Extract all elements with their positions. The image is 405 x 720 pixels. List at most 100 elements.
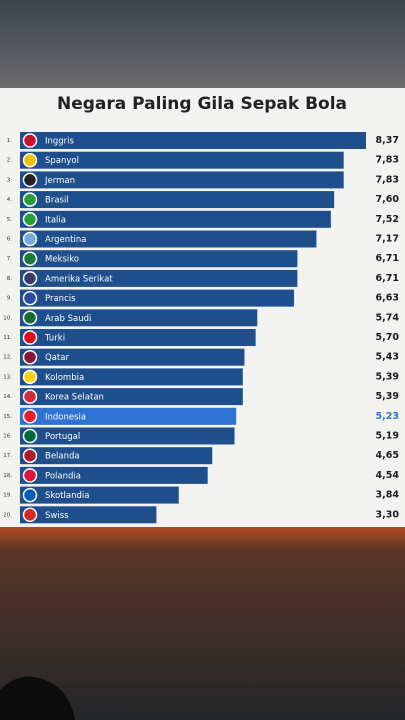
rank-label: 3. <box>7 177 12 183</box>
bar <box>20 210 331 228</box>
flag-icon <box>22 251 38 266</box>
bar <box>20 269 298 287</box>
rank-label: 20. <box>3 512 12 518</box>
rank-label: 12. <box>3 355 12 361</box>
rank-label: 8. <box>7 276 12 282</box>
bar <box>20 171 344 189</box>
category-label: Polandia <box>45 471 81 481</box>
category-label: Amerika Serikat <box>45 274 113 284</box>
category-label: Spanyol <box>45 156 79 166</box>
rank-label: 6. <box>7 237 12 243</box>
value-label: 4,54 <box>376 470 400 481</box>
bar <box>20 466 208 484</box>
rank-label: 2. <box>7 158 12 164</box>
value-label: 7,52 <box>376 214 399 225</box>
rank-label: 4. <box>7 197 12 203</box>
bar <box>20 329 256 346</box>
rank-label: 17. <box>3 453 12 459</box>
bar <box>20 506 157 524</box>
category-label: Indonesia <box>45 412 86 422</box>
value-label: 5,39 <box>376 391 399 402</box>
category-label: Turki <box>44 334 65 344</box>
value-label: 6,71 <box>376 253 399 264</box>
flag-icon <box>22 487 38 503</box>
flag-icon <box>22 369 38 385</box>
value-label: 7,83 <box>376 155 399 166</box>
category-label: Brasil <box>45 196 69 206</box>
bar <box>20 250 298 268</box>
value-label: 5,19 <box>376 431 399 442</box>
category-label: Qatar <box>45 353 69 363</box>
value-label: 4,65 <box>376 450 399 461</box>
category-label: Prancis <box>45 294 76 304</box>
value-label: 7,17 <box>376 234 399 245</box>
sky-background <box>0 0 405 88</box>
rank-label: 16. <box>3 434 12 440</box>
flag-icon <box>22 507 38 523</box>
flag-icon <box>22 152 38 168</box>
sea-background <box>0 527 405 720</box>
flag-icon <box>22 448 38 463</box>
value-label: 5,23 <box>376 411 399 422</box>
foliage <box>0 676 75 720</box>
bar <box>20 309 258 327</box>
category-label: Swiss <box>45 511 69 521</box>
flag-icon <box>22 468 38 483</box>
category-label: Portugal <box>45 432 80 442</box>
flag-icon <box>22 389 38 404</box>
flag-icon <box>22 133 38 148</box>
category-label: Italia <box>45 215 66 225</box>
rank-label: 14. <box>3 394 12 400</box>
value-label: 8,37 <box>376 135 399 146</box>
flag-icon <box>22 349 38 365</box>
flag-icon <box>22 172 38 188</box>
rank-label: 5. <box>7 217 12 223</box>
bar <box>20 407 237 425</box>
value-label: 3,84 <box>376 490 400 501</box>
value-label: 7,60 <box>376 194 400 205</box>
flag-icon <box>22 409 38 424</box>
flag-icon <box>22 310 38 326</box>
category-label: Skotlandia <box>45 491 89 501</box>
flag-icon <box>22 290 38 306</box>
value-label: 6,63 <box>376 293 399 304</box>
chart-title: Negara Paling Gila Sepak Bola <box>57 94 347 114</box>
value-label: 5,39 <box>376 371 399 382</box>
bar <box>20 486 179 504</box>
value-label: 5,43 <box>376 352 399 363</box>
category-label: Meksiko <box>45 255 79 265</box>
value-label: 5,70 <box>376 332 400 343</box>
category-label: Belanda <box>45 452 80 462</box>
rank-label: 11. <box>3 335 12 341</box>
value-label: 7,83 <box>376 174 399 185</box>
flag-icon <box>22 330 38 345</box>
flag-icon <box>22 192 38 207</box>
rank-label: 1. <box>7 138 12 144</box>
bar <box>20 289 295 307</box>
category-label: Korea Selatan <box>45 393 104 403</box>
flag-icon <box>22 231 38 247</box>
rank-label: 10. <box>3 315 12 321</box>
rank-label: 13. <box>3 374 12 380</box>
value-label: 5,74 <box>376 312 400 323</box>
bar <box>20 191 335 209</box>
bar <box>20 132 366 149</box>
bar <box>20 427 235 445</box>
category-label: Arab Saudi <box>45 314 91 324</box>
bar <box>20 368 243 386</box>
bar-chart: 1. Inggris 8,37 2. Spanyol 7,83 3. Jerman 7,83 4.… <box>3 132 400 524</box>
rank-label: 19. <box>3 493 12 499</box>
bar <box>20 447 213 465</box>
flag-icon <box>22 271 38 286</box>
bar <box>20 230 317 248</box>
category-label: Jerman <box>44 176 75 186</box>
category-label: Kolombia <box>45 373 84 383</box>
category-label: Inggris <box>45 137 75 147</box>
rank-label: 9. <box>7 296 12 302</box>
flag-icon <box>22 212 38 227</box>
value-label: 3,30 <box>376 509 400 520</box>
category-label: Argentina <box>45 235 86 245</box>
bar <box>20 388 243 406</box>
rank-label: 15. <box>3 414 12 420</box>
